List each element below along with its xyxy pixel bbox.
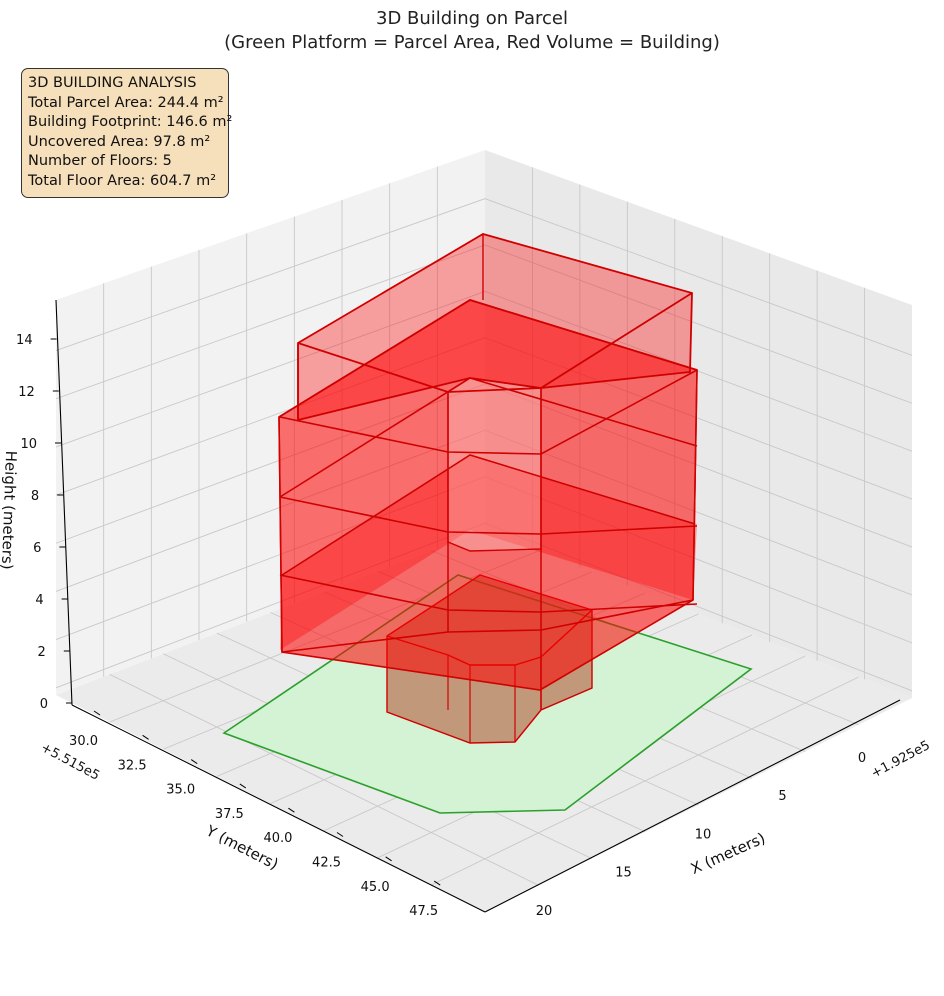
y-tick	[433, 880, 441, 886]
top-floor-volume	[297, 233, 693, 422]
z-tick-label: 8	[31, 489, 39, 504]
z-tick-label: 12	[18, 385, 35, 400]
y-tick	[190, 759, 198, 765]
z-axis-line	[55, 299, 73, 706]
x-axis-line	[484, 699, 901, 913]
x-tick-label: 0	[858, 751, 866, 766]
y-tick	[142, 734, 149, 740]
info-parcel-area: Total Parcel Area: 244.4 m²	[28, 94, 224, 111]
y-tick-label: 35.0	[166, 783, 195, 798]
floor-divider	[278, 299, 698, 418]
building-edge	[278, 416, 283, 653]
floor-divider	[279, 369, 698, 455]
y-tick-label: 30.0	[69, 734, 98, 749]
axis-lines	[55, 299, 901, 913]
grid-line	[55, 198, 913, 356]
y-tick-label: 32.5	[118, 758, 147, 773]
y-tick-label: 37.5	[215, 807, 244, 822]
y-tick	[385, 856, 392, 862]
floor-divider	[279, 496, 698, 535]
y-tick	[93, 710, 101, 716]
z-tick-label: 6	[33, 541, 41, 556]
chart-title: 3D Building on Parcel	[376, 8, 568, 29]
z-tick-label: 10	[20, 437, 37, 452]
analysis-info-box: 3D BUILDING ANALYSIS Total Parcel Area: …	[21, 68, 233, 198]
data-polygons	[222, 233, 753, 814]
top-floor-edge	[297, 292, 693, 393]
z-axis-title: Height (meters)	[0, 450, 20, 570]
info-floor-count: Number of Floors: 5	[28, 153, 172, 169]
y-tick	[336, 832, 344, 837]
info-uncovered-area: Uncovered Area: 97.8 m²	[28, 133, 211, 150]
info-floor-area: Total Floor Area: 604.7 m²	[28, 172, 217, 189]
floor-divider	[281, 599, 694, 653]
y-tick-label: 45.0	[361, 880, 390, 895]
z-tick-label: 0	[40, 697, 48, 712]
x-tick-label: 5	[778, 789, 786, 804]
y-tick-label: 40.0	[263, 831, 292, 846]
x-tick-label: 10	[695, 827, 712, 842]
x-tick-label: 20	[536, 904, 553, 919]
z-tick-label: 2	[38, 645, 46, 660]
y-tick	[239, 783, 247, 789]
y-tick-label: 42.5	[312, 856, 341, 871]
x-offset-label: +1.925e5	[869, 738, 933, 781]
chart-subtitle: (Green Platform = Parcel Area, Red Volum…	[224, 32, 720, 53]
z-tick-label: 4	[35, 593, 43, 608]
y-tick-label: 47.5	[409, 904, 438, 919]
y-tick	[288, 807, 295, 813]
y-axis-title: Y (meters)	[202, 821, 281, 873]
z-tick-label: 14	[16, 333, 33, 348]
floor-divider	[279, 377, 698, 498]
info-heading: 3D BUILDING ANALYSIS	[28, 75, 197, 91]
y-axis-line	[71, 704, 486, 913]
info-footprint: Building Footprint: 146.6 m²	[28, 114, 233, 130]
building-edge	[692, 369, 698, 601]
floor-divider	[281, 454, 696, 576]
x-tick-label: 15	[615, 866, 632, 881]
floor-divider	[279, 574, 698, 613]
grid-line	[55, 290, 913, 452]
grid-line	[431, 676, 859, 886]
courtyard-void	[447, 377, 542, 552]
grid-line	[55, 244, 913, 404]
